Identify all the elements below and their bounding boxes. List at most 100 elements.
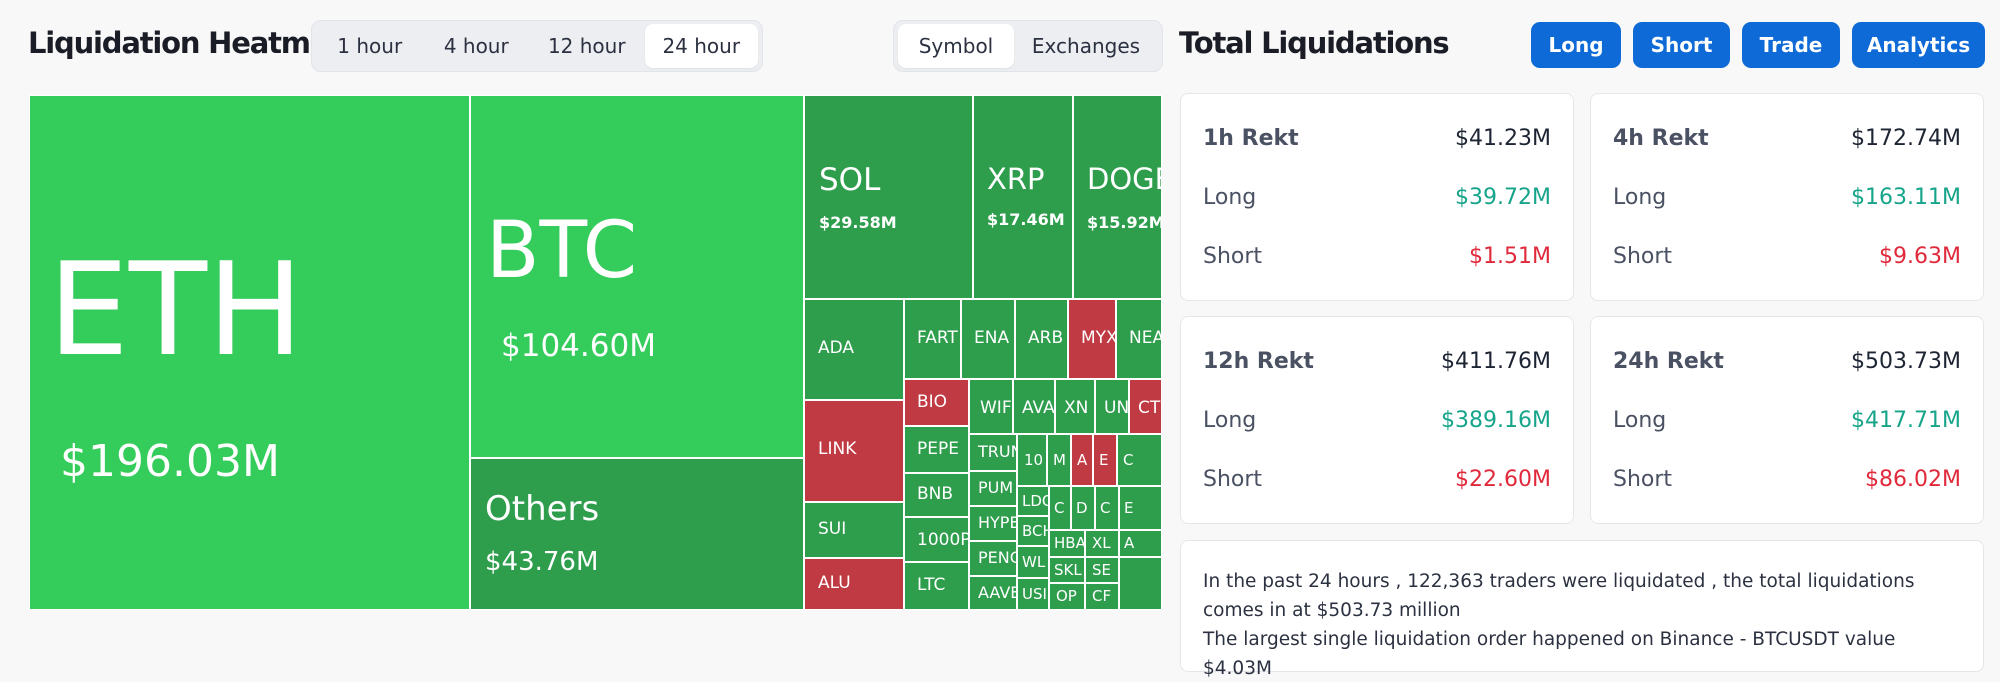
tile-se[interactable]: SE — [1085, 557, 1119, 583]
card-total: $411.76M — [1441, 349, 1551, 374]
tile-op[interactable]: OP — [1049, 583, 1085, 610]
trade-button[interactable]: Trade — [1742, 22, 1840, 68]
tile-sol[interactable]: SOL $29.58M — [804, 95, 973, 299]
tile-pepe[interactable]: PEPE — [904, 426, 969, 473]
tab-symbol[interactable]: Symbol — [898, 24, 1014, 68]
card-label: 12h Rekt — [1203, 349, 1314, 374]
long-value: $163.11M — [1851, 185, 1961, 210]
tile-sui[interactable]: SUI — [804, 502, 904, 558]
tile-c3[interactable]: C — [1095, 486, 1119, 530]
tile-peng[interactable]: PENG — [969, 541, 1017, 576]
tile-e[interactable]: E — [1093, 434, 1117, 486]
tile-value: $43.76M — [485, 547, 599, 577]
tile-symbol: NEAR — [1129, 328, 1161, 348]
tile-xl[interactable]: XL — [1085, 530, 1119, 557]
analytics-button[interactable]: Analytics — [1852, 22, 1985, 68]
tab-24-hour[interactable]: 24 hour — [644, 24, 758, 68]
tile-symbol: LTC — [917, 575, 946, 595]
tile-symbol: ENA — [974, 328, 1010, 348]
tab-exchanges[interactable]: Exchanges — [1031, 34, 1141, 58]
short-button[interactable]: Short — [1633, 22, 1730, 68]
tile-symbol: PUM — [978, 478, 1014, 497]
tile-hype[interactable]: HYPE — [969, 506, 1017, 541]
tile-value: $15.92M — [1087, 213, 1162, 232]
tile-fart[interactable]: FART — [904, 299, 961, 379]
card-total: $172.74M — [1851, 126, 1961, 151]
tile-btc[interactable]: BTC $104.60M — [470, 95, 804, 458]
tile-d[interactable]: D — [1071, 486, 1095, 530]
tile-ava[interactable]: AVA — [1013, 379, 1055, 434]
tile-ltc[interactable]: LTC — [904, 562, 969, 610]
tile-usi[interactable]: USI — [1017, 578, 1049, 610]
summary-line-2: The largest single liquidation order hap… — [1203, 629, 1896, 679]
tile-ada[interactable]: ADA — [804, 299, 904, 400]
tab-12-hour[interactable]: 12 hour — [547, 34, 626, 58]
tile-symbol: 10 — [1024, 451, 1044, 469]
tile-wl[interactable]: WL — [1017, 546, 1049, 578]
tile-1000p[interactable]: 1000P — [904, 517, 969, 562]
tile-a[interactable]: A — [1071, 434, 1093, 486]
tile-symbol: WIF — [980, 398, 1012, 418]
short-value: $22.60M — [1455, 467, 1551, 492]
tile-symbol: PEPE — [917, 439, 959, 459]
short-label: Short — [1203, 467, 1263, 492]
long-value: $39.72M — [1455, 185, 1551, 210]
tile-symbol: LDO — [1022, 492, 1048, 510]
tile-wif[interactable]: WIF — [969, 379, 1013, 434]
tile-symbol: PENG — [978, 548, 1016, 567]
tile-symbol: SOL — [819, 162, 881, 198]
tile-symbol: SKL — [1054, 561, 1082, 579]
tile-aave[interactable]: AAVE — [969, 576, 1017, 610]
tile-symbol: WL — [1022, 553, 1046, 571]
tile-misc[interactable] — [1119, 557, 1162, 610]
short-label: Short — [1613, 244, 1673, 269]
tab-1-hour[interactable]: 1 hour — [337, 34, 403, 58]
tile-c[interactable]: C — [1117, 434, 1162, 486]
long-label: Long — [1613, 408, 1667, 433]
tile-doge[interactable]: DOGE $15.92M — [1073, 95, 1162, 299]
tile-symbol: ARB — [1028, 328, 1064, 348]
rekt-card-12h: 12h Rekt $411.76M Long $389.16M Short $22.6… — [1180, 316, 1574, 524]
tile-bnb[interactable]: BNB — [904, 473, 969, 517]
tile-value: $196.03M — [60, 436, 280, 487]
tile-symbol: AAVE — [978, 583, 1017, 602]
totals-title: Total Liquidations — [1179, 26, 1450, 60]
tile-symbol: USI — [1022, 585, 1047, 603]
tile-bio[interactable]: BIO — [904, 379, 969, 426]
tile-xrp[interactable]: XRP $17.46M — [973, 95, 1073, 299]
tile-ena[interactable]: ENA — [961, 299, 1015, 379]
tile-symbol: SE — [1092, 561, 1111, 579]
tile-e2[interactable]: E — [1119, 486, 1162, 530]
tile-arb[interactable]: ARB — [1015, 299, 1068, 379]
tile-pum[interactable]: PUM — [969, 471, 1017, 506]
tile-others[interactable]: Others $43.76M — [470, 458, 804, 610]
tile-symbol: ETH — [48, 236, 304, 385]
tile-xn[interactable]: XN — [1055, 379, 1095, 434]
tile-symbol: E — [1124, 499, 1134, 517]
short-value: $86.02M — [1865, 467, 1961, 492]
tile-c2[interactable]: C — [1049, 486, 1071, 530]
tile-bch[interactable]: BCH — [1017, 516, 1049, 546]
tile-ct[interactable]: CT — [1129, 379, 1162, 434]
tile-hba[interactable]: HBA — [1049, 530, 1085, 557]
tile-un[interactable]: UN — [1095, 379, 1129, 434]
view-mode-tabs: Symbol Exchanges — [893, 20, 1163, 72]
tile-symbol: HBA — [1054, 534, 1085, 552]
long-button[interactable]: Long — [1531, 22, 1621, 68]
tile-m[interactable]: M — [1047, 434, 1071, 486]
tile-10[interactable]: 10 — [1017, 434, 1047, 486]
liquidation-heatmap: ETH $196.03M BTC $104.60M Others $43.76M… — [29, 95, 1162, 610]
tile-alu[interactable]: ALU — [804, 558, 904, 610]
tile-ldo[interactable]: LDO — [1017, 486, 1049, 516]
tab-4-hour[interactable]: 4 hour — [443, 34, 509, 58]
tile-trun[interactable]: TRUN — [969, 434, 1017, 471]
card-total: $41.23M — [1455, 126, 1551, 151]
time-range-tabs: 1 hour 4 hour 12 hour 24 hour — [311, 20, 763, 72]
tile-a2[interactable]: A — [1119, 530, 1162, 557]
tile-eth[interactable]: ETH $196.03M — [29, 95, 470, 610]
tile-link[interactable]: LINK — [804, 400, 904, 502]
tile-skl[interactable]: SKL — [1049, 557, 1085, 583]
tile-near[interactable]: NEAR — [1116, 299, 1162, 379]
tile-myx[interactable]: MYX — [1068, 299, 1116, 379]
tile-cf[interactable]: CF — [1085, 583, 1119, 610]
